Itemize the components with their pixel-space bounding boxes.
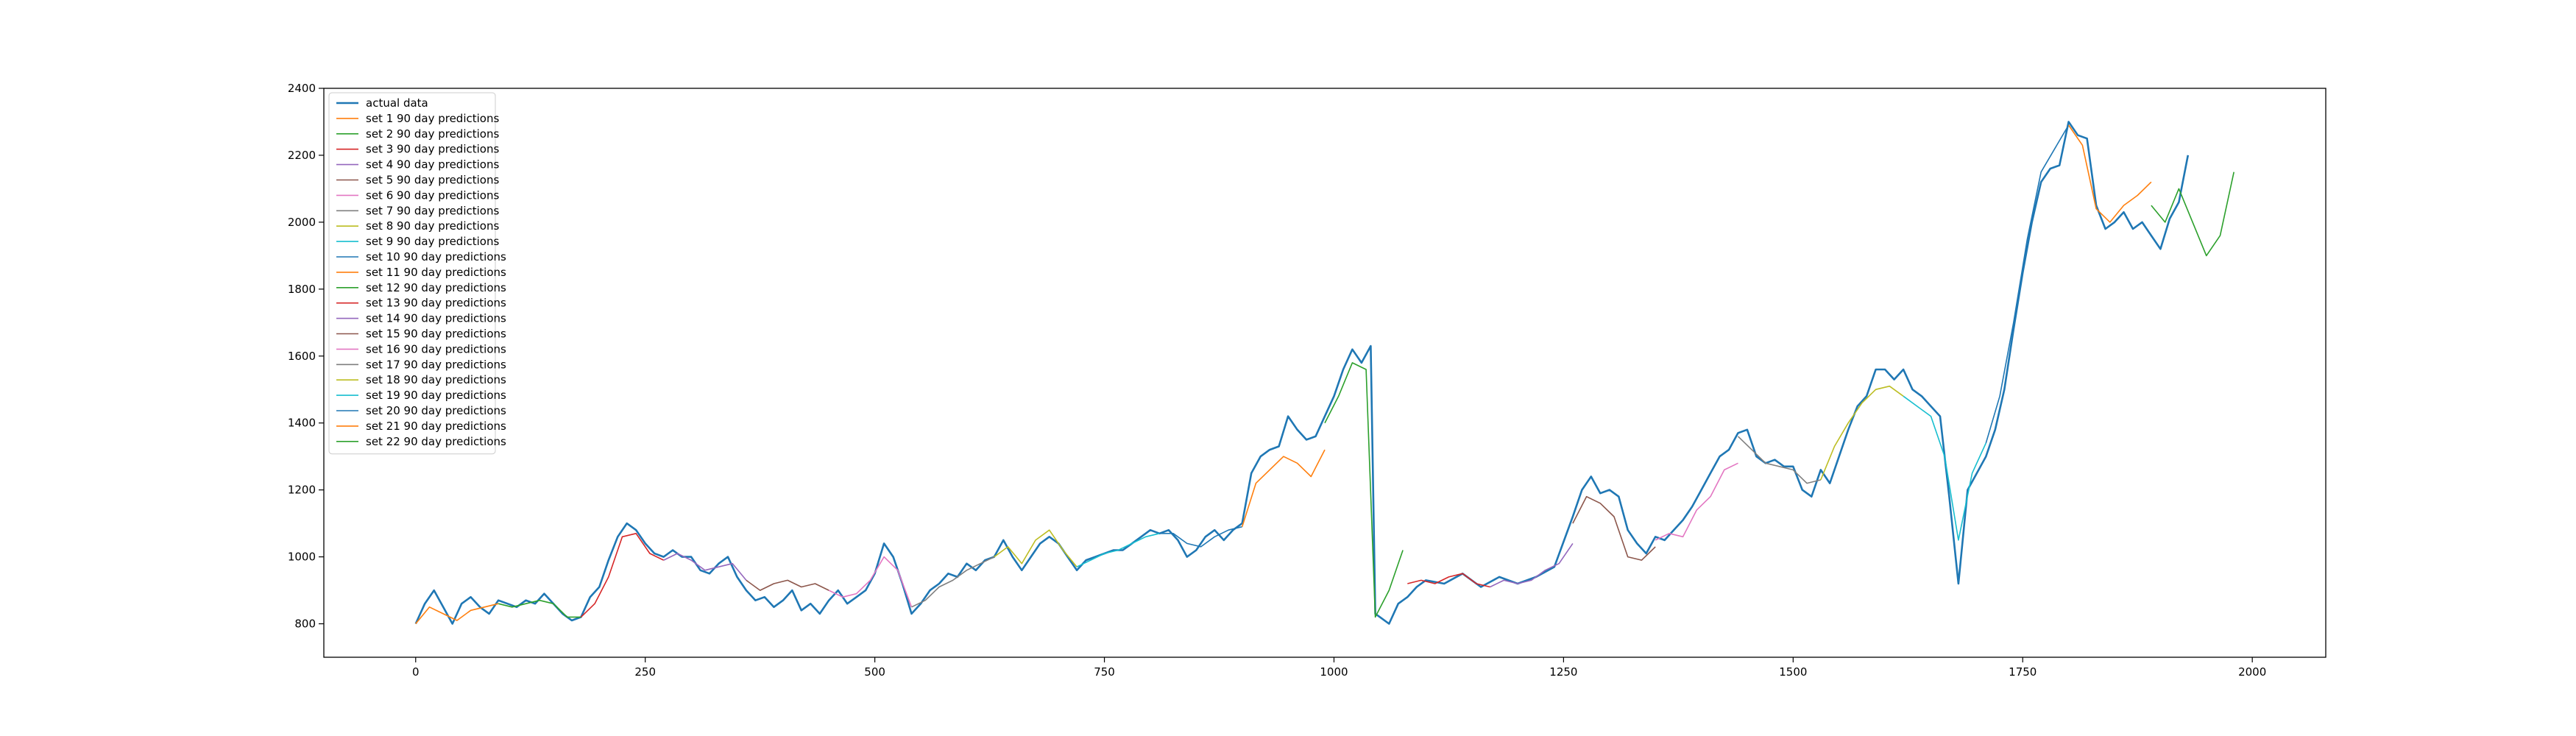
series-line-7 [828,556,913,608]
y-tick-label: 1400 [288,417,316,430]
legend-label: set 4 90 day predictions [366,158,499,171]
legend-label: set 6 90 day predictions [366,188,499,202]
legend-label: set 1 90 day predictions [366,112,499,125]
series-line-15 [1490,542,1574,588]
plot-lines [414,121,2234,625]
legend-label: set 14 90 day predictions [366,312,506,325]
legend-label: set 18 90 day predictions [366,373,506,386]
series-line-1 [414,121,2190,625]
y-tick-label: 2400 [288,82,316,95]
x-tick-label: 1500 [1779,665,1807,679]
legend-label: set 13 90 day predictions [366,297,506,310]
x-tick-label: 1750 [2009,665,2037,679]
legend-label: set 5 90 day predictions [366,174,499,187]
series-line-17 [1655,462,1738,541]
legend-label: set 20 90 day predictions [366,404,506,417]
series-line-21 [1985,124,2070,444]
series-line-23 [2151,171,2234,257]
y-tick-label: 800 [294,618,316,631]
legend-label: set 11 90 day predictions [366,266,506,279]
series-line-20 [1903,395,1987,541]
x-tick-label: 750 [1094,665,1115,679]
x-tick-label: 0 [412,665,420,679]
series-line-12 [1241,449,1326,527]
x-tick-label: 1250 [1549,665,1577,679]
series-line-19 [1820,385,1904,481]
series-line-14 [1407,573,1490,588]
legend-label: set 22 90 day predictions [366,435,506,448]
series-line-2 [415,603,499,625]
legend-label: set 10 90 day predictions [366,250,506,263]
legend-label: set 3 90 day predictions [366,143,499,156]
legend-label: set 9 90 day predictions [366,235,499,248]
legend-box [328,92,496,455]
series-line-11 [1159,526,1242,548]
legend-label: set 12 90 day predictions [366,281,506,294]
x-tick-label: 250 [634,665,656,679]
series-line-4 [580,533,665,618]
legend-label: set 8 90 day predictions [366,219,499,233]
y-tick-label: 1800 [288,283,316,296]
y-tick-label: 2000 [288,216,316,229]
series-line-9 [994,529,1078,567]
legend-label: set 15 90 day predictions [366,328,506,341]
series-line-10 [1076,533,1160,567]
y-tick-label: 1600 [288,350,316,363]
y-tick-label: 1200 [288,484,316,497]
series-line-13 [1324,362,1404,618]
series-line-8 [911,556,995,608]
legend: actual data set 1 90 day predictions set 2… [328,92,506,455]
x-tick-label: 500 [864,665,885,679]
series-line-5 [663,553,747,581]
x-axis: 0 250 500 750 1000 1250 1500 1750 2000 [412,657,2266,679]
y-tick-label: 1000 [288,551,316,564]
legend-label: set 21 90 day predictions [366,420,506,433]
y-tick-label: 2200 [288,149,316,162]
legend-label: set 19 90 day predictions [366,389,506,402]
series-line-18 [1737,436,1821,484]
series-line-16 [1572,495,1656,561]
legend-label: set 17 90 day predictions [366,358,506,371]
plot-frame [323,88,2326,658]
series-line-3 [498,599,581,618]
legend-label: set 7 90 day predictions [366,204,499,217]
x-tick-label: 2000 [2238,665,2266,679]
x-tick-label: 1000 [1320,665,1348,679]
legend-label: set 16 90 day predictions [366,342,506,355]
series-line-22 [2067,124,2152,223]
y-axis: 800 1000 1200 1400 1600 1800 2000 2200 2400 [288,82,324,631]
series-line-6 [746,579,829,591]
legend-label: actual data [366,96,428,110]
legend-label: set 2 90 day predictions [366,127,499,141]
